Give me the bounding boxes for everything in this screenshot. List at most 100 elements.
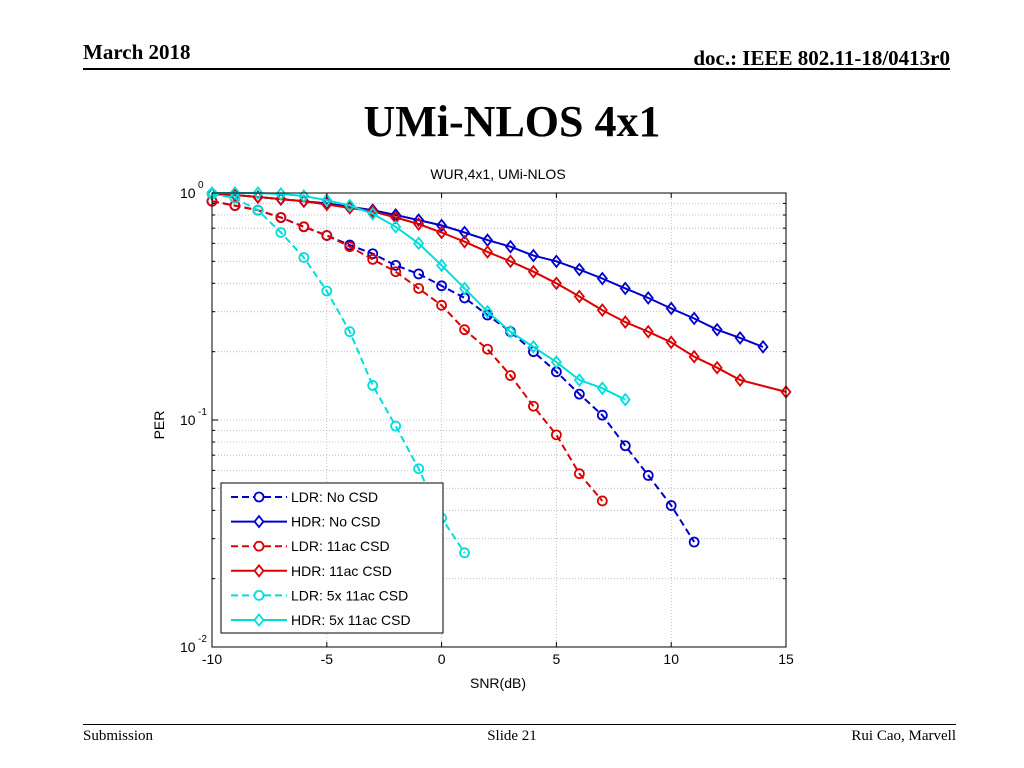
data-point (527, 264, 539, 279)
data-point (390, 210, 402, 225)
x-tick-label: -10 (202, 651, 222, 667)
legend-label: LDR: No CSD (291, 489, 378, 505)
legend-label: LDR: 5x 11ac CSD (291, 587, 408, 603)
data-point (344, 198, 356, 213)
legend-marker (253, 491, 265, 503)
data-point (642, 290, 654, 305)
data-point (757, 339, 769, 354)
data-point (573, 262, 585, 277)
data-point (390, 266, 402, 278)
y-tick-exponent: 0 (198, 180, 204, 191)
data-point (298, 252, 310, 263)
data-point (298, 221, 310, 233)
x-tick-label: 0 (438, 651, 446, 667)
data-point (298, 194, 310, 209)
legend-marker (253, 613, 265, 627)
data-point (550, 254, 562, 269)
data-point (275, 212, 287, 223)
legend: LDR: No CSD HDR: No CSD LDR: 11ac CSD HDR: … (220, 482, 444, 634)
data-point (413, 213, 425, 227)
x-tick-label: 10 (663, 651, 679, 667)
x-tick-label: 15 (778, 651, 794, 667)
data-point (413, 217, 425, 231)
legend-marker (253, 540, 265, 552)
data-point (275, 187, 287, 201)
data-point (367, 248, 379, 260)
legend-box (220, 482, 444, 634)
data-point (436, 218, 448, 233)
data-point (229, 186, 241, 200)
data-point (573, 289, 585, 304)
data-point (527, 248, 539, 263)
data-point (367, 253, 379, 265)
data-point (573, 373, 585, 387)
data-point (642, 470, 654, 481)
footer-author: Rui Cao, Marvell (851, 728, 956, 744)
data-point (367, 206, 379, 221)
data-point (390, 259, 402, 271)
y-tick-exponent: -2 (198, 634, 207, 645)
data-point (459, 547, 470, 559)
data-point (504, 254, 517, 269)
series-6 (206, 186, 631, 407)
series-line (212, 192, 626, 401)
data-point (573, 388, 585, 400)
data-point (734, 330, 746, 345)
y-tick-label: 10 (180, 639, 196, 655)
data-point (504, 239, 517, 254)
data-point (298, 189, 310, 203)
footer-submission: Submission (83, 728, 154, 744)
data-point (596, 495, 608, 507)
data-point (482, 343, 493, 355)
data-point (390, 219, 402, 234)
data-point (665, 500, 677, 511)
data-point (665, 335, 677, 350)
legend-label: HDR: No CSD (291, 514, 380, 530)
data-point (505, 370, 516, 381)
legend-marker (253, 514, 265, 529)
data-point (481, 244, 494, 259)
data-point (413, 282, 425, 294)
data-point (642, 324, 654, 339)
y-tick-exponent: -1 (198, 407, 207, 418)
header-date: March 2018 (83, 40, 191, 64)
data-point (344, 326, 356, 338)
data-point (596, 303, 608, 318)
data-point (711, 322, 723, 337)
y-tick-label: 10 (180, 412, 196, 428)
chart-title: WUR,4x1, UMi-NLOS (430, 166, 565, 182)
data-point (459, 234, 471, 249)
data-point (573, 468, 585, 480)
data-point (275, 192, 287, 207)
data-point (321, 285, 333, 297)
data-point (528, 400, 539, 412)
data-point (504, 324, 517, 339)
data-point (459, 324, 470, 336)
data-point (734, 373, 746, 387)
data-point (275, 227, 287, 238)
data-point (436, 280, 448, 292)
legend-label: HDR: 11ac CSD (291, 563, 392, 579)
data-point (459, 225, 471, 240)
data-point (688, 536, 700, 548)
header-doc-id: doc.: IEEE 802.11-18/0413r0 (693, 46, 950, 70)
data-point (711, 360, 723, 375)
x-tick-label: -5 (321, 651, 334, 667)
data-point (665, 301, 677, 316)
x-tick-label: 5 (553, 651, 561, 667)
data-point (481, 304, 494, 319)
data-point (527, 339, 539, 354)
data-point (413, 236, 425, 251)
data-point (436, 258, 448, 273)
data-point (550, 276, 562, 291)
data-point (619, 440, 631, 452)
legend-label: LDR: 11ac CSD (291, 538, 390, 554)
data-point (550, 355, 562, 369)
data-point (596, 409, 608, 421)
data-point (436, 299, 448, 311)
data-point (688, 349, 700, 364)
data-point (321, 230, 333, 241)
data-point (596, 271, 608, 286)
